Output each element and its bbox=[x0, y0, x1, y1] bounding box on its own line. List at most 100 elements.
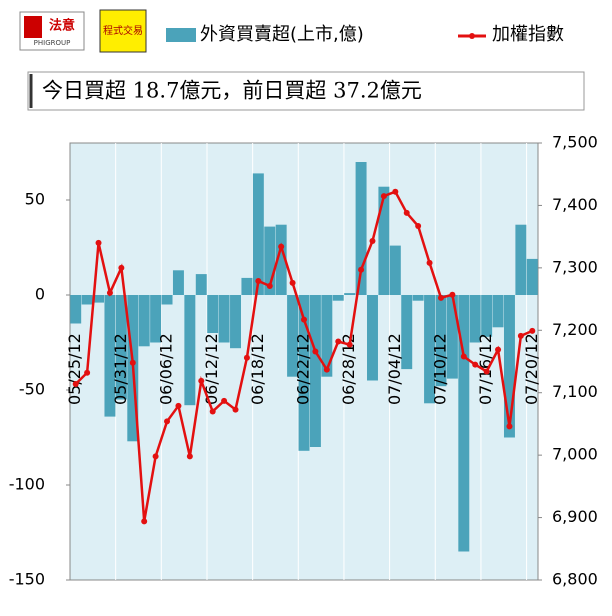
y-tick-label: -100 bbox=[9, 475, 45, 494]
line-point bbox=[426, 259, 433, 266]
bar bbox=[401, 295, 413, 370]
bar bbox=[412, 295, 424, 301]
logo-name: 法意 bbox=[49, 18, 75, 34]
line-point bbox=[323, 366, 330, 373]
legend-dot bbox=[469, 33, 475, 39]
bar bbox=[287, 295, 299, 377]
line-point bbox=[437, 294, 444, 301]
bar bbox=[81, 295, 93, 305]
bar bbox=[424, 295, 436, 404]
bar bbox=[161, 295, 173, 305]
bar bbox=[70, 295, 82, 324]
line-point bbox=[175, 402, 182, 409]
line-point bbox=[72, 380, 79, 387]
bar bbox=[367, 295, 378, 381]
line-point bbox=[106, 289, 113, 296]
logo-box-text: 程式交易 bbox=[103, 24, 143, 37]
line-point bbox=[278, 243, 285, 250]
bar bbox=[184, 295, 196, 406]
line-point bbox=[517, 332, 524, 339]
logo-sub: PHIGROUP bbox=[34, 39, 71, 47]
bar bbox=[264, 226, 276, 295]
bar bbox=[138, 295, 150, 347]
bar bbox=[218, 295, 230, 343]
bar bbox=[230, 295, 241, 349]
line-point bbox=[415, 223, 422, 230]
bar bbox=[298, 295, 310, 451]
bar bbox=[503, 295, 515, 438]
title-box bbox=[27, 71, 585, 111]
legend-label: 加權指數 bbox=[492, 24, 564, 45]
y-tick-label: 50 bbox=[25, 190, 45, 209]
line-point bbox=[209, 408, 216, 415]
line-point bbox=[495, 346, 502, 353]
bar bbox=[458, 295, 470, 552]
line-point bbox=[392, 188, 399, 195]
line-point bbox=[221, 397, 228, 404]
x-tick-label: 05/31/12 bbox=[111, 333, 130, 405]
bar bbox=[446, 295, 458, 379]
line-point bbox=[301, 316, 307, 323]
line-point bbox=[312, 348, 319, 355]
line-point bbox=[358, 266, 365, 273]
bar bbox=[252, 173, 264, 295]
line-point bbox=[380, 193, 387, 200]
y2-tick-label: 6,900 bbox=[552, 507, 598, 526]
line-point bbox=[118, 264, 125, 271]
line-point bbox=[369, 238, 376, 245]
x-tick-label: 05/25/12 bbox=[65, 333, 84, 405]
x-tick-label: 06/22/12 bbox=[294, 333, 313, 405]
line-point bbox=[232, 406, 239, 413]
x-tick-label: 07/20/12 bbox=[522, 333, 541, 405]
bar bbox=[355, 162, 367, 295]
chart-title: 今日買超 18.7億元，前日買超 37.2億元 bbox=[42, 79, 422, 103]
y-tick-label: 0 bbox=[35, 285, 45, 304]
y2-tick-label: 7,000 bbox=[552, 445, 598, 464]
y2-tick-label: 7,200 bbox=[552, 320, 598, 339]
line-point bbox=[529, 327, 536, 334]
y2-tick-label: 7,300 bbox=[552, 257, 598, 276]
bar bbox=[172, 270, 184, 295]
bar bbox=[378, 186, 390, 295]
line-point bbox=[255, 277, 262, 284]
logo-box bbox=[99, 9, 147, 53]
x-tick-label: 06/06/12 bbox=[157, 333, 176, 405]
line-point bbox=[289, 279, 296, 286]
line-point bbox=[346, 341, 353, 348]
line-point bbox=[164, 418, 171, 425]
line-point bbox=[95, 239, 102, 246]
bar bbox=[515, 224, 527, 295]
line-point bbox=[129, 359, 136, 366]
bar bbox=[492, 295, 504, 328]
line-point bbox=[449, 291, 456, 298]
bar bbox=[309, 295, 321, 447]
line-point bbox=[266, 282, 273, 289]
bar bbox=[526, 258, 538, 295]
bar bbox=[150, 295, 162, 343]
y2-tick-label: 6,800 bbox=[552, 570, 598, 589]
line-point bbox=[460, 353, 467, 360]
bar bbox=[435, 295, 447, 387]
x-tick-label: 06/28/12 bbox=[339, 333, 358, 405]
y-tick-label: -150 bbox=[9, 570, 45, 589]
x-tick-label: 06/18/12 bbox=[248, 333, 267, 405]
line-point bbox=[152, 453, 159, 460]
line-point bbox=[186, 453, 193, 460]
bar bbox=[469, 295, 481, 343]
line-point bbox=[141, 518, 148, 525]
y2-tick-label: 7,100 bbox=[552, 382, 598, 401]
bar bbox=[389, 245, 401, 295]
line-point bbox=[84, 369, 91, 376]
line-point bbox=[403, 209, 410, 216]
line-point bbox=[472, 361, 479, 368]
legend-label: 外資買賣超(上市,億) bbox=[200, 24, 364, 45]
bar bbox=[481, 295, 493, 337]
line-point bbox=[483, 368, 490, 375]
bar bbox=[241, 277, 253, 295]
line-point bbox=[198, 377, 205, 384]
bar bbox=[195, 274, 207, 295]
bar bbox=[104, 295, 116, 417]
y2-tick-label: 7,400 bbox=[552, 195, 598, 214]
line-point bbox=[335, 338, 342, 345]
